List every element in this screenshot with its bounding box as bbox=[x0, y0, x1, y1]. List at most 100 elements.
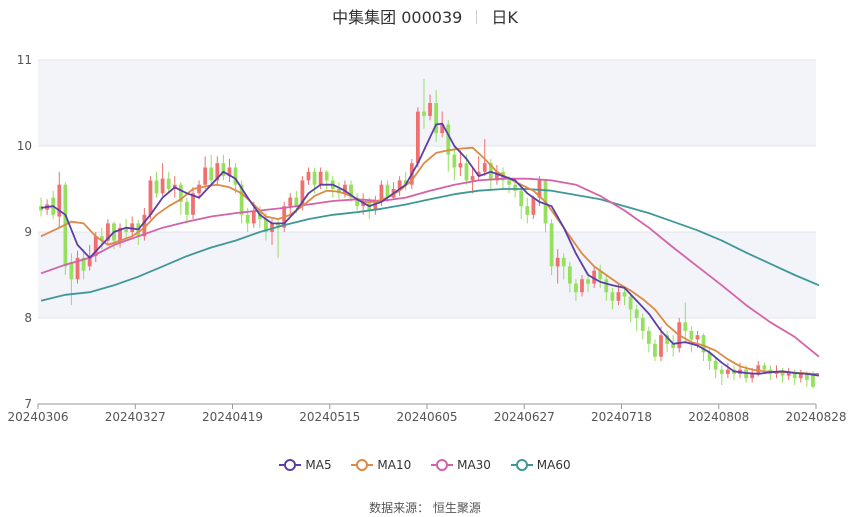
x-tick-label: 20240828 bbox=[785, 410, 846, 424]
candle-body bbox=[434, 103, 439, 134]
candle-body bbox=[555, 257, 560, 267]
candle-body bbox=[251, 210, 256, 224]
candle-body bbox=[264, 219, 268, 232]
candle-body bbox=[804, 373, 809, 380]
candle-body bbox=[458, 163, 463, 168]
legend-ma60-icon bbox=[510, 459, 533, 471]
x-tick-label: 20240605 bbox=[396, 410, 457, 424]
legend-ma5-icon bbox=[279, 459, 302, 471]
candle-body bbox=[701, 335, 706, 353]
candle-body bbox=[106, 223, 110, 241]
candle-body bbox=[178, 184, 183, 202]
title-separator bbox=[476, 10, 478, 24]
candle-body bbox=[355, 197, 359, 207]
y-tick-label: 8 bbox=[24, 311, 32, 325]
candle-body bbox=[634, 309, 639, 318]
candle-body bbox=[507, 180, 511, 185]
candle-body bbox=[561, 257, 566, 267]
candle-body bbox=[519, 190, 524, 207]
candle-body bbox=[811, 373, 815, 387]
candle-body bbox=[610, 292, 615, 301]
candle-body bbox=[640, 318, 645, 331]
candle-body bbox=[482, 163, 487, 172]
candle-body bbox=[792, 373, 797, 379]
candle-body bbox=[379, 184, 384, 202]
grid-band bbox=[38, 232, 816, 318]
candle-body bbox=[324, 171, 329, 181]
candle-body bbox=[798, 373, 803, 379]
x-tick-label: 20240306 bbox=[7, 410, 68, 424]
candle-body bbox=[81, 257, 86, 271]
candle-body bbox=[227, 167, 232, 177]
candle-body bbox=[725, 369, 730, 374]
candle-body bbox=[719, 369, 724, 374]
ma-line-ma30 bbox=[40, 177, 820, 358]
stock-name: 中集集团 000039 bbox=[332, 8, 463, 27]
candle-body bbox=[397, 180, 402, 189]
candle-body bbox=[695, 335, 700, 340]
candle-body bbox=[653, 343, 657, 357]
y-tick-label: 7 bbox=[24, 397, 32, 411]
candle-body bbox=[665, 335, 669, 344]
candle-body bbox=[191, 193, 195, 215]
legend-item-ma30[interactable]: MA30 bbox=[431, 458, 491, 472]
grid-band bbox=[38, 60, 816, 146]
candle-body bbox=[312, 171, 317, 185]
candle-body bbox=[574, 283, 578, 293]
x-tick-label: 20240327 bbox=[105, 410, 166, 424]
candle-body bbox=[628, 296, 633, 310]
candle-body bbox=[707, 352, 712, 361]
legend-item-ma10[interactable]: MA10 bbox=[351, 458, 411, 472]
candle-body bbox=[57, 184, 62, 217]
candle-body bbox=[592, 270, 597, 284]
candle-body bbox=[713, 361, 718, 370]
candle-body bbox=[209, 167, 214, 181]
candle-body bbox=[403, 180, 408, 185]
candle-body bbox=[659, 335, 663, 357]
candle-body bbox=[318, 171, 323, 185]
candle-body bbox=[586, 279, 590, 284]
legend-item-ma60[interactable]: MA60 bbox=[510, 458, 571, 472]
y-tick-label: 11 bbox=[17, 53, 32, 67]
y-tick-label: 10 bbox=[17, 139, 32, 153]
candle-body bbox=[683, 322, 688, 331]
x-tick-label: 20240515 bbox=[299, 410, 360, 424]
candle-body bbox=[245, 214, 250, 224]
candle-body bbox=[288, 197, 293, 207]
candle-body bbox=[221, 163, 226, 177]
candle-body bbox=[446, 124, 451, 155]
y-tick-label: 9 bbox=[24, 225, 32, 239]
candle-body bbox=[276, 223, 280, 228]
candle-body bbox=[39, 206, 43, 211]
x-tick-label: 20240627 bbox=[494, 410, 555, 424]
ma-line-ma5 bbox=[40, 122, 820, 377]
candle-body bbox=[197, 184, 201, 194]
candle-body bbox=[476, 171, 481, 177]
chart-legend: MA5 MA10 MA30 MA60 bbox=[0, 458, 850, 472]
candle-body bbox=[361, 201, 366, 207]
x-tick-label: 20240419 bbox=[202, 410, 263, 424]
candle-body bbox=[99, 236, 104, 241]
legend-ma30-icon bbox=[431, 459, 454, 471]
x-tick-label: 20240808 bbox=[688, 410, 749, 424]
candle-body bbox=[452, 154, 457, 168]
candle-body bbox=[689, 330, 694, 340]
candle-body bbox=[415, 111, 420, 164]
candle-body bbox=[786, 373, 791, 376]
candle-body bbox=[604, 279, 609, 293]
candle-body bbox=[154, 180, 159, 194]
chart-title: 中集集团 000039 日K bbox=[0, 4, 850, 28]
candle-body bbox=[440, 124, 445, 134]
candle-body bbox=[233, 167, 238, 185]
ma-line-ma60 bbox=[40, 188, 820, 302]
candle-body bbox=[124, 227, 129, 232]
candle-body bbox=[762, 365, 767, 370]
candle-body bbox=[118, 227, 122, 241]
candle-body bbox=[598, 270, 603, 280]
candle-body bbox=[306, 171, 311, 181]
ma-line-ma10 bbox=[40, 146, 819, 375]
candle-body bbox=[294, 197, 299, 207]
candle-body bbox=[185, 201, 189, 215]
legend-item-ma5[interactable]: MA5 bbox=[279, 458, 332, 472]
